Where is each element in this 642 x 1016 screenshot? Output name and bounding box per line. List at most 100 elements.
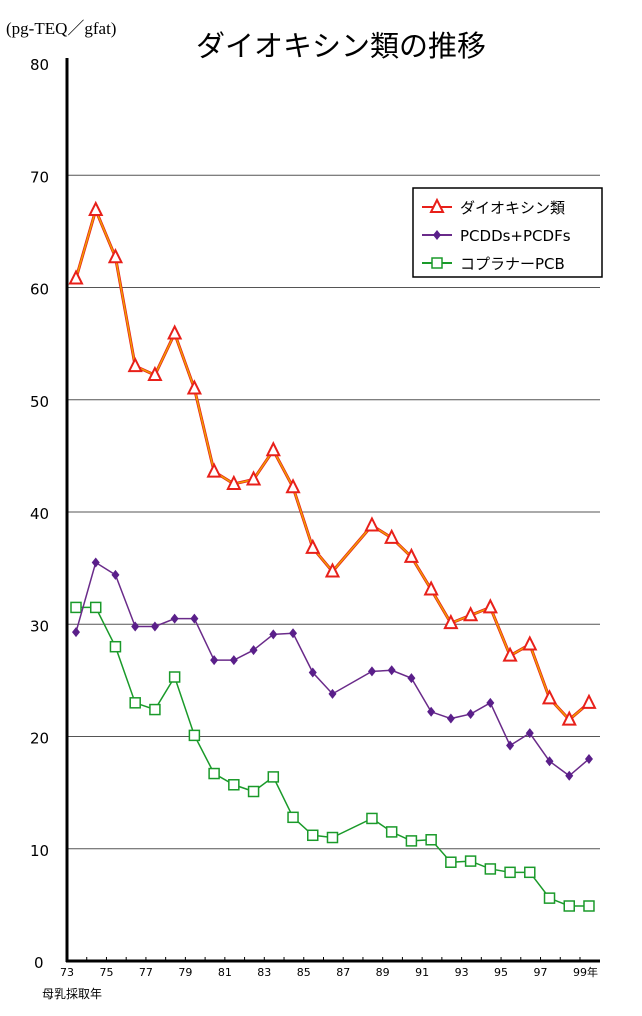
x-axis-label: 母乳採取年 xyxy=(42,987,102,1001)
x-tick-label: 99年 xyxy=(573,965,598,979)
data-point xyxy=(366,812,378,825)
data-point xyxy=(405,835,418,847)
data-point xyxy=(285,478,301,494)
data-point xyxy=(561,710,577,726)
data-point xyxy=(504,866,516,879)
legend-marker-triangle-icon xyxy=(429,197,445,213)
data-point xyxy=(91,557,100,568)
data-point xyxy=(305,538,321,554)
data-point xyxy=(186,379,202,395)
y-tick-label: 60 xyxy=(30,281,49,299)
data-point xyxy=(583,900,595,912)
y-tick-label: 0 xyxy=(34,954,44,972)
x-tick-label: 91 xyxy=(415,966,429,979)
data-point xyxy=(484,863,497,875)
data-point xyxy=(384,528,400,544)
data-point xyxy=(466,709,475,720)
data-point xyxy=(247,785,260,798)
data-point xyxy=(486,697,495,708)
x-tick-label: 79 xyxy=(178,966,192,979)
data-point xyxy=(525,728,534,739)
data-point xyxy=(168,671,181,683)
data-point xyxy=(367,666,376,677)
data-point xyxy=(149,703,161,716)
data-point xyxy=(443,613,459,630)
data-point xyxy=(543,892,556,904)
x-tick-label: 83 xyxy=(257,966,271,979)
data-point xyxy=(131,621,140,632)
data-point xyxy=(328,688,337,699)
y-tick-label: 70 xyxy=(30,168,49,186)
data-point xyxy=(68,269,84,285)
series-line xyxy=(75,207,590,721)
data-point xyxy=(506,740,515,751)
data-point xyxy=(541,689,558,705)
data-point xyxy=(206,462,222,478)
x-tick-label: 93 xyxy=(455,966,469,979)
data-point xyxy=(524,866,536,879)
y-axis-unit-label: (pg-TEQ／gfat) xyxy=(6,19,116,38)
data-point xyxy=(387,665,396,676)
data-point xyxy=(446,713,455,724)
y-tick-label: 10 xyxy=(30,842,49,860)
series-group xyxy=(68,200,597,912)
y-tick-labels: 0 10 20 30 40 50 60 70 80 xyxy=(30,56,49,972)
data-point xyxy=(364,516,380,532)
data-point xyxy=(445,856,457,868)
data-point xyxy=(269,629,278,640)
data-point xyxy=(70,601,82,614)
data-point xyxy=(462,606,479,622)
data-point xyxy=(407,673,416,684)
data-point xyxy=(127,356,143,373)
data-point xyxy=(565,770,574,781)
x-tick-label: 73 xyxy=(60,966,74,979)
data-point xyxy=(72,627,80,638)
data-point xyxy=(129,697,141,709)
data-point xyxy=(423,580,439,596)
x-tick-label: 87 xyxy=(336,966,350,979)
data-point xyxy=(427,706,436,717)
data-point xyxy=(245,470,262,486)
x-tick-label: 85 xyxy=(297,966,311,979)
data-point xyxy=(228,779,240,791)
data-point xyxy=(545,756,554,767)
data-point xyxy=(563,900,575,912)
data-point xyxy=(109,640,122,653)
legend-label: コプラナーPCB xyxy=(460,255,565,273)
data-point xyxy=(308,667,317,678)
y-tick-label: 80 xyxy=(30,56,49,74)
data-point xyxy=(208,767,220,780)
data-point xyxy=(229,655,238,666)
y-tick-label: 50 xyxy=(30,393,49,411)
data-point xyxy=(584,753,593,764)
data-point xyxy=(581,693,597,709)
x-tick-labels: 73 75 77 79 81 83 85 87 89 91 93 95 97 99年 xyxy=(60,965,598,979)
legend-label: ダイオキシン類 xyxy=(460,199,565,217)
data-point xyxy=(482,598,498,614)
y-tick-label: 40 xyxy=(30,505,49,523)
series-diamond xyxy=(72,557,593,781)
data-point xyxy=(522,635,538,651)
series-line-outline xyxy=(74,205,590,722)
data-point xyxy=(89,601,102,614)
data-point xyxy=(324,562,341,578)
data-point xyxy=(88,200,104,217)
data-point xyxy=(502,646,518,662)
data-point xyxy=(289,628,298,639)
data-point xyxy=(188,729,201,742)
x-tick-label: 97 xyxy=(534,966,548,979)
data-point xyxy=(226,474,242,490)
legend-label: PCDDs+PCDFs xyxy=(460,227,571,245)
data-point xyxy=(403,547,420,563)
data-point xyxy=(190,613,199,624)
legend-marker-square-icon xyxy=(431,257,443,269)
y-tick-label: 30 xyxy=(30,617,49,635)
data-point xyxy=(326,831,339,844)
legend: ダイオキシン類 PCDDs+PCDFs コプラナーPCB xyxy=(412,187,603,278)
x-tick-label: 89 xyxy=(376,966,390,979)
chart-title: ダイオキシン類の推移 xyxy=(196,29,486,63)
data-point xyxy=(249,645,258,656)
data-point xyxy=(170,613,179,624)
legend-marker-diamond-icon xyxy=(433,230,441,240)
series-line xyxy=(75,561,590,777)
